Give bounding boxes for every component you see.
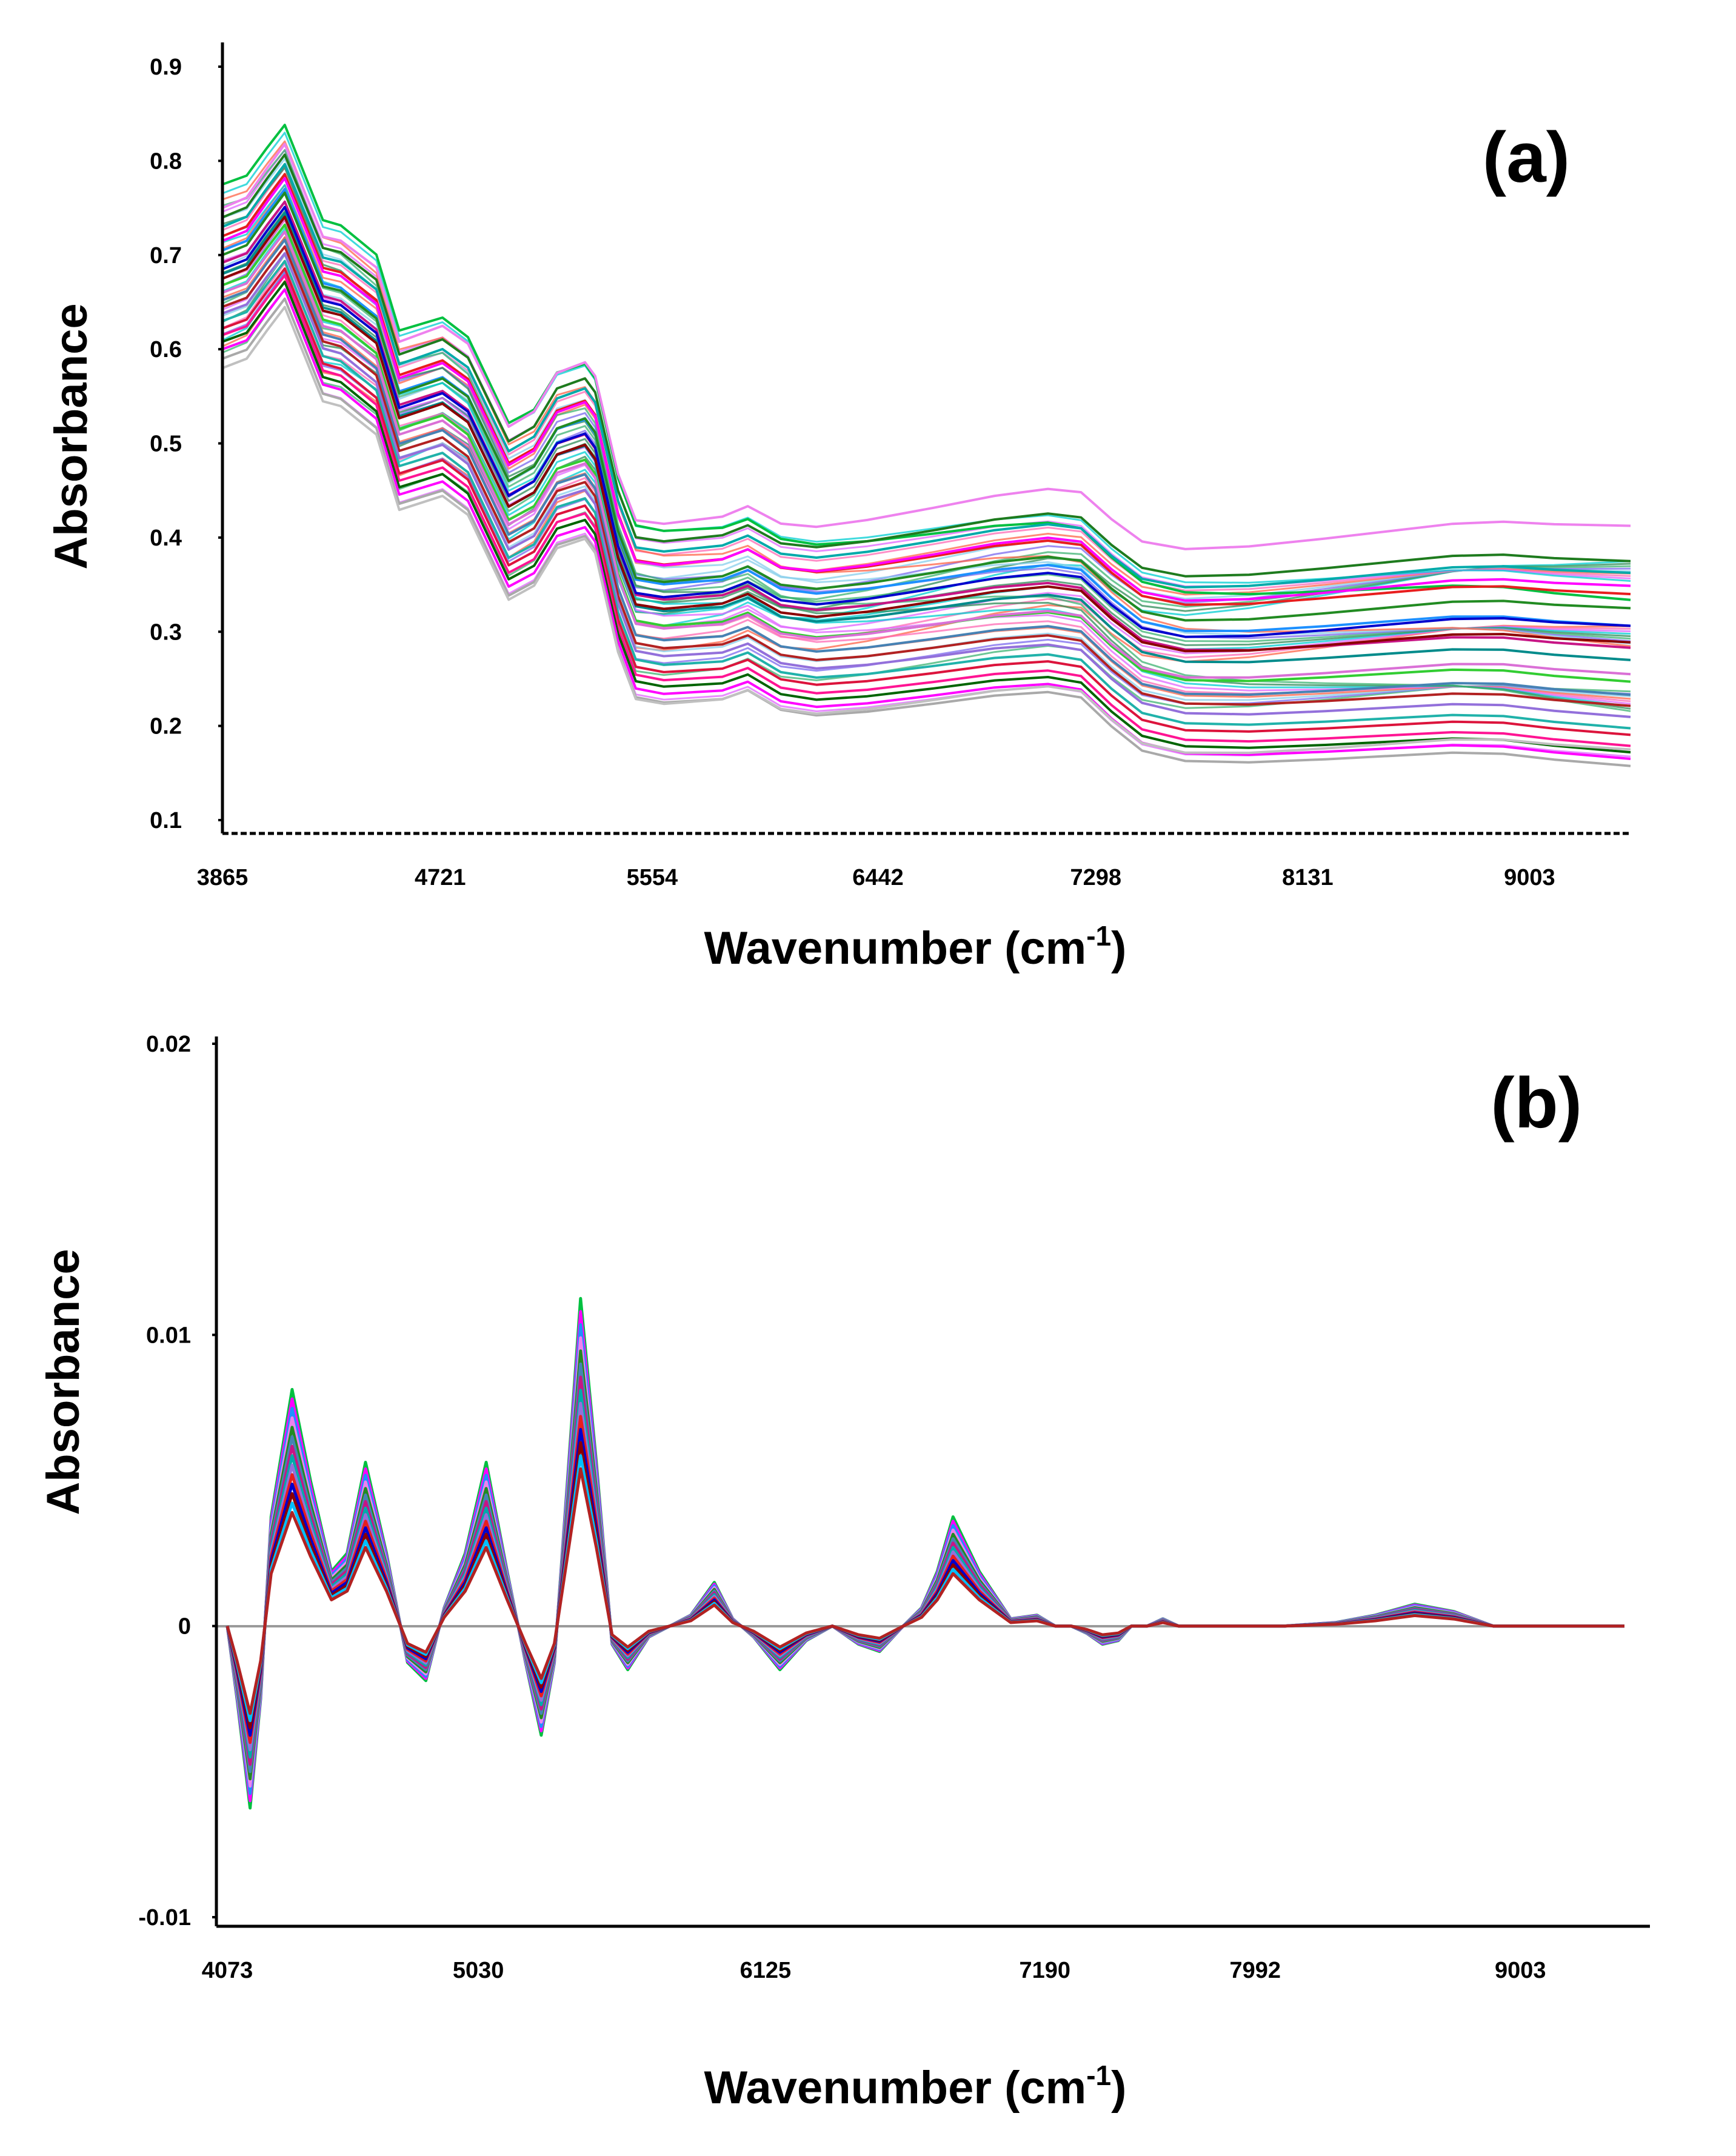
y-axis-title: Absorbance <box>38 1249 89 1515</box>
spectrum-line-spectrum-18 <box>222 259 1631 730</box>
spectrum-line-spectrum-22 <box>222 288 1631 760</box>
spectrum-line-spectrum-01 <box>222 124 1631 601</box>
x-tick-label: 9003 <box>1495 1958 1546 1983</box>
x-tick-label: 3865 <box>197 865 249 890</box>
spectra-group-a <box>222 124 1631 767</box>
spectrum-line-derivative-01 <box>225 1297 1624 1810</box>
spectrum-line-derivative-07 <box>225 1375 1624 1766</box>
y-tick-labels: 0.1 0.2 0.3 0.4 0.5 0.6 0.7 0.8 0.9 <box>150 55 222 833</box>
spectrum-line-derivative-06 <box>225 1362 1624 1774</box>
x-axis-title-text: Wavenumber (cm <box>704 923 1087 974</box>
spectrum-line-spectrum-16 <box>222 245 1631 707</box>
y-tick-label: 0.4 <box>150 526 182 551</box>
y-tick-label: 0.01 <box>146 1323 191 1348</box>
spectrum-line-spectrum-21 <box>222 281 1631 754</box>
x-tick-label: 5554 <box>627 865 678 890</box>
spectrum-line-background <box>222 201 1631 600</box>
spectrum-line-spectrum-02 <box>222 142 1631 550</box>
spectrum-line-spectrum-08 <box>222 192 1631 622</box>
x-tick-labels: 4073 5030 6125 7190 7992 9003 <box>202 1958 1546 1983</box>
y-tick-label: 0.2 <box>150 714 182 739</box>
x-tick-label: 5030 <box>453 1958 504 1983</box>
panel-label: (b) <box>1491 1063 1582 1143</box>
x-axis-title-close: ) <box>1111 2062 1126 2114</box>
spectrum-line-background <box>222 132 1631 584</box>
spectrum-line-derivative-12 <box>225 1441 1624 1730</box>
x-axis-title-superscript: -1 <box>1086 920 1111 952</box>
y-tick-label: 0.1 <box>150 808 182 833</box>
x-tick-label: 9003 <box>1504 865 1555 890</box>
x-tick-label: 8131 <box>1282 865 1334 890</box>
y-tick-label: 0 <box>178 1614 191 1640</box>
spectrum-line-derivative-10 <box>225 1415 1624 1744</box>
spectrum-line-spectrum-03 <box>222 153 1631 578</box>
spectrum-line-background <box>222 149 1631 587</box>
y-tick-label: -0.01 <box>138 1905 191 1931</box>
x-tick-label: 4721 <box>415 865 466 890</box>
x-axis-title-text: Wavenumber (cm <box>704 2062 1087 2114</box>
y-axis-title: Absorbance <box>45 303 97 569</box>
spectrum-line-spectrum-07 <box>222 187 1631 632</box>
spectrum-line-spectrum-17 <box>222 252 1631 718</box>
spectrum-line-spectrum-13 <box>222 223 1631 683</box>
x-axis-title: Wavenumber (cm-1) <box>704 920 1127 974</box>
x-tick-label: 6125 <box>740 1958 792 1983</box>
spectrum-line-derivative-04 <box>225 1336 1624 1788</box>
x-tick-label: 4073 <box>202 1958 253 1983</box>
spectrum-line-derivative-09 <box>225 1401 1624 1752</box>
x-axis-title-close: ) <box>1111 923 1126 974</box>
y-tick-label: 0.3 <box>150 619 182 645</box>
spectrum-line-spectrum-14 <box>222 230 1631 679</box>
x-tick-label: 6442 <box>852 865 904 890</box>
y-tick-label: 0.7 <box>150 243 182 269</box>
spectrum-line-spectrum-10 <box>222 205 1631 638</box>
spectrum-line-derivative-13 <box>225 1454 1624 1723</box>
y-tick-label: 0.9 <box>150 55 182 80</box>
spectrum-line-spectrum-24 <box>222 305 1631 755</box>
x-tick-labels: 3865 4721 5554 6442 7298 8131 9003 <box>197 865 1555 890</box>
x-axis-title-superscript: -1 <box>1086 2060 1111 2091</box>
x-tick-label: 7190 <box>1019 1958 1070 1983</box>
spectrum-line-spectrum-15 <box>222 238 1631 696</box>
spectrum-line-derivative-05 <box>225 1349 1624 1781</box>
spectrum-line-spectrum-20 <box>222 274 1631 747</box>
spectrum-line-spectrum-11 <box>222 212 1631 664</box>
spectrum-line-derivative-14 <box>225 1467 1624 1715</box>
spectrum-line-background <box>222 236 1631 608</box>
spectra-group-b <box>225 1297 1624 1810</box>
spectrum-line-derivative-08 <box>225 1389 1624 1759</box>
y-tick-label: 0.5 <box>150 432 182 457</box>
y-tick-label: 0.02 <box>146 1032 191 1057</box>
spectrum-line-spectrum-05 <box>222 173 1631 606</box>
spectrum-line-derivative-02 <box>225 1310 1624 1803</box>
spectrum-line-derivative-03 <box>225 1323 1624 1795</box>
spectrum-line-spectrum-06 <box>222 177 1631 602</box>
panel-label: (a) <box>1483 118 1570 198</box>
y-tick-label: 0.8 <box>150 149 182 174</box>
spectrum-line-background <box>222 210 1631 646</box>
x-tick-label: 7298 <box>1070 865 1122 890</box>
spectrum-line-background <box>222 184 1631 596</box>
spectrum-line-spectrum-19 <box>222 267 1631 736</box>
x-tick-label: 7992 <box>1229 1958 1281 1983</box>
x-axis-title: Wavenumber (cm-1) <box>704 2060 1127 2114</box>
spectrum-line-background <box>222 166 1631 710</box>
y-tick-label: 0.6 <box>150 337 182 362</box>
chart-panel-a: 0.1 0.2 0.3 0.4 0.5 0.6 0.7 0.8 0.9 3865 4721 5554… <box>45 42 1631 974</box>
spectrum-line-derivative-11 <box>225 1427 1624 1737</box>
spectrum-line-spectrum-04 <box>222 162 1631 589</box>
y-tick-labels: -0.01 0 0.01 0.02 <box>138 1032 216 1931</box>
spectrum-line-spectrum-12 <box>222 215 1631 653</box>
